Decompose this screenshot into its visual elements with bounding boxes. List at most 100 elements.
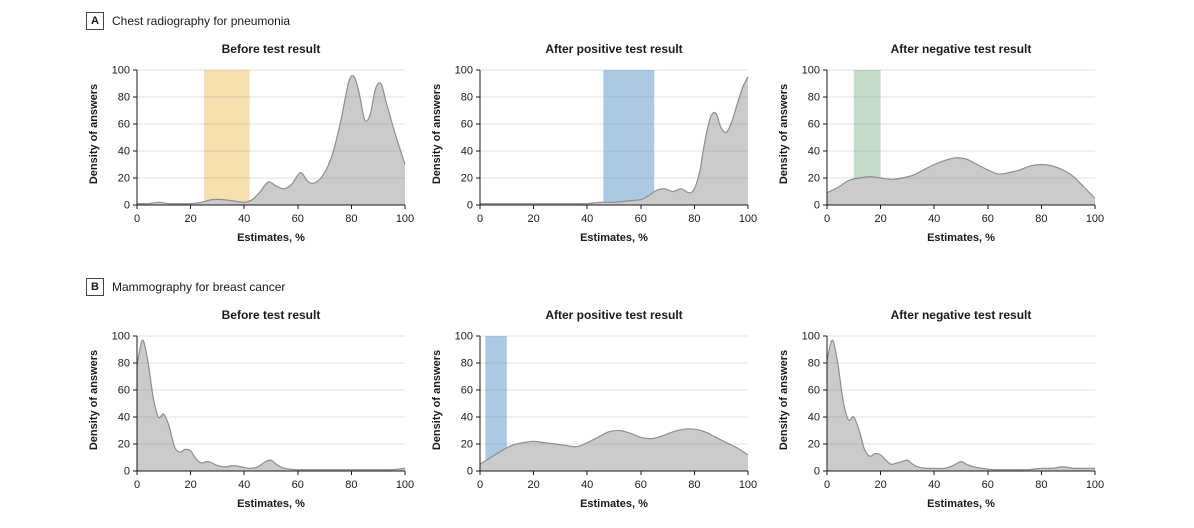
chart-body: Density of answers 0 20 40 60 80 100 0 20 40 60 80… (87, 328, 423, 496)
svg-text:80: 80 (808, 358, 820, 370)
svg-text:100: 100 (1086, 479, 1104, 491)
density-area (137, 75, 405, 205)
density-area (480, 428, 748, 471)
svg-text:40: 40 (581, 213, 593, 225)
chart-a-before: Before test result Density of answers 0 2… (87, 40, 423, 244)
svg-text:0: 0 (124, 466, 130, 478)
svg-text:100: 100 (1086, 213, 1104, 225)
density-plot: 0 20 40 60 80 100 0 20 40 60 80 100 (791, 328, 1113, 496)
density-plot: 0 20 40 60 80 100 0 20 40 60 80 100 (101, 62, 423, 230)
chart-b-after-positive: After positive test result Density of an… (430, 306, 766, 510)
chart-body: Density of answers 0 20 40 60 80 100 0 20 40 60 80… (777, 328, 1113, 496)
chart-body: Density of answers 0 20 40 60 80 100 0 20 40 60 80… (430, 62, 766, 230)
chart-b-after-negative: After negative test result Density of an… (777, 306, 1113, 510)
svg-text:80: 80 (461, 358, 473, 370)
svg-text:0: 0 (467, 466, 473, 478)
svg-text:20: 20 (118, 439, 130, 451)
svg-text:0: 0 (467, 200, 473, 212)
svg-text:0: 0 (824, 213, 830, 225)
chart-title: Before test result (221, 308, 321, 322)
svg-text:20: 20 (118, 173, 130, 185)
svg-text:60: 60 (808, 385, 820, 397)
svg-text:100: 100 (802, 331, 820, 343)
y-axis-label: Density of answers (778, 83, 790, 184)
density-area (137, 340, 405, 471)
svg-text:100: 100 (455, 65, 473, 77)
svg-text:60: 60 (982, 213, 994, 225)
svg-text:80: 80 (345, 213, 357, 225)
density-plot: 0 20 40 60 80 100 0 20 40 60 80 100 (791, 62, 1113, 230)
svg-text:80: 80 (1035, 213, 1047, 225)
y-axis-label: Density of answers (431, 83, 443, 184)
svg-text:40: 40 (928, 479, 940, 491)
svg-text:100: 100 (396, 213, 414, 225)
svg-text:80: 80 (1035, 479, 1047, 491)
y-axis-label: Density of answers (778, 349, 790, 450)
svg-text:80: 80 (808, 92, 820, 104)
svg-text:40: 40 (118, 146, 130, 158)
svg-text:60: 60 (635, 213, 647, 225)
x-axis-label: Estimates, % (927, 498, 995, 510)
highlight-band (485, 336, 507, 471)
svg-text:60: 60 (461, 119, 473, 131)
svg-text:100: 100 (802, 65, 820, 77)
svg-text:80: 80 (461, 92, 473, 104)
panel-a-title: Chest radiography for pneumonia (112, 14, 291, 28)
svg-text:40: 40 (928, 213, 940, 225)
svg-text:20: 20 (808, 173, 820, 185)
svg-text:60: 60 (808, 119, 820, 131)
svg-text:40: 40 (238, 213, 250, 225)
svg-text:100: 100 (112, 331, 130, 343)
chart-body: Density of answers 0 20 40 60 80 100 0 20 40 60 80… (430, 328, 766, 496)
chart-title: After positive test result (545, 42, 683, 56)
highlight-band (603, 70, 655, 205)
svg-text:80: 80 (118, 358, 130, 370)
svg-text:20: 20 (808, 439, 820, 451)
svg-text:100: 100 (112, 65, 130, 77)
svg-text:40: 40 (808, 412, 820, 424)
density-plot: 0 20 40 60 80 100 0 20 40 60 80 100 (444, 328, 766, 496)
highlight-band (204, 70, 250, 205)
svg-text:60: 60 (292, 213, 304, 225)
svg-text:20: 20 (874, 479, 886, 491)
svg-text:100: 100 (739, 213, 757, 225)
svg-text:0: 0 (814, 466, 820, 478)
x-axis-label: Estimates, % (237, 498, 305, 510)
chart-body: Density of answers 0 20 40 60 80 100 0 20 40 60 80… (87, 62, 423, 230)
svg-text:40: 40 (118, 412, 130, 424)
svg-text:0: 0 (134, 479, 140, 491)
chart-a-after-negative: After negative test result Density of an… (777, 40, 1113, 244)
svg-text:100: 100 (396, 479, 414, 491)
svg-text:40: 40 (238, 479, 250, 491)
chart-title: After negative test result (890, 308, 1032, 322)
svg-text:80: 80 (345, 479, 357, 491)
panel-b-header: B Mammography for breast cancer (86, 278, 285, 296)
svg-text:20: 20 (184, 479, 196, 491)
panel-a-label: A (86, 12, 104, 30)
svg-text:40: 40 (808, 146, 820, 158)
chart-title: After positive test result (545, 308, 683, 322)
svg-text:0: 0 (814, 200, 820, 212)
svg-text:0: 0 (824, 479, 830, 491)
density-plot: 0 20 40 60 80 100 0 20 40 60 80 100 (101, 328, 423, 496)
svg-text:80: 80 (688, 479, 700, 491)
svg-text:0: 0 (477, 479, 483, 491)
svg-text:0: 0 (124, 200, 130, 212)
x-axis-label: Estimates, % (237, 232, 305, 244)
x-axis-label: Estimates, % (580, 498, 648, 510)
svg-text:20: 20 (527, 479, 539, 491)
svg-text:60: 60 (118, 385, 130, 397)
svg-text:60: 60 (461, 385, 473, 397)
density-area (827, 340, 1095, 471)
chart-title: After negative test result (890, 42, 1032, 56)
svg-text:40: 40 (461, 412, 473, 424)
svg-text:20: 20 (461, 439, 473, 451)
svg-text:20: 20 (874, 213, 886, 225)
y-axis-label: Density of answers (88, 83, 100, 184)
chart-a-after-positive: After positive test result Density of an… (430, 40, 766, 244)
panel-b-label: B (86, 278, 104, 296)
svg-text:60: 60 (635, 479, 647, 491)
panel-b-title: Mammography for breast cancer (112, 280, 286, 294)
svg-text:60: 60 (292, 479, 304, 491)
